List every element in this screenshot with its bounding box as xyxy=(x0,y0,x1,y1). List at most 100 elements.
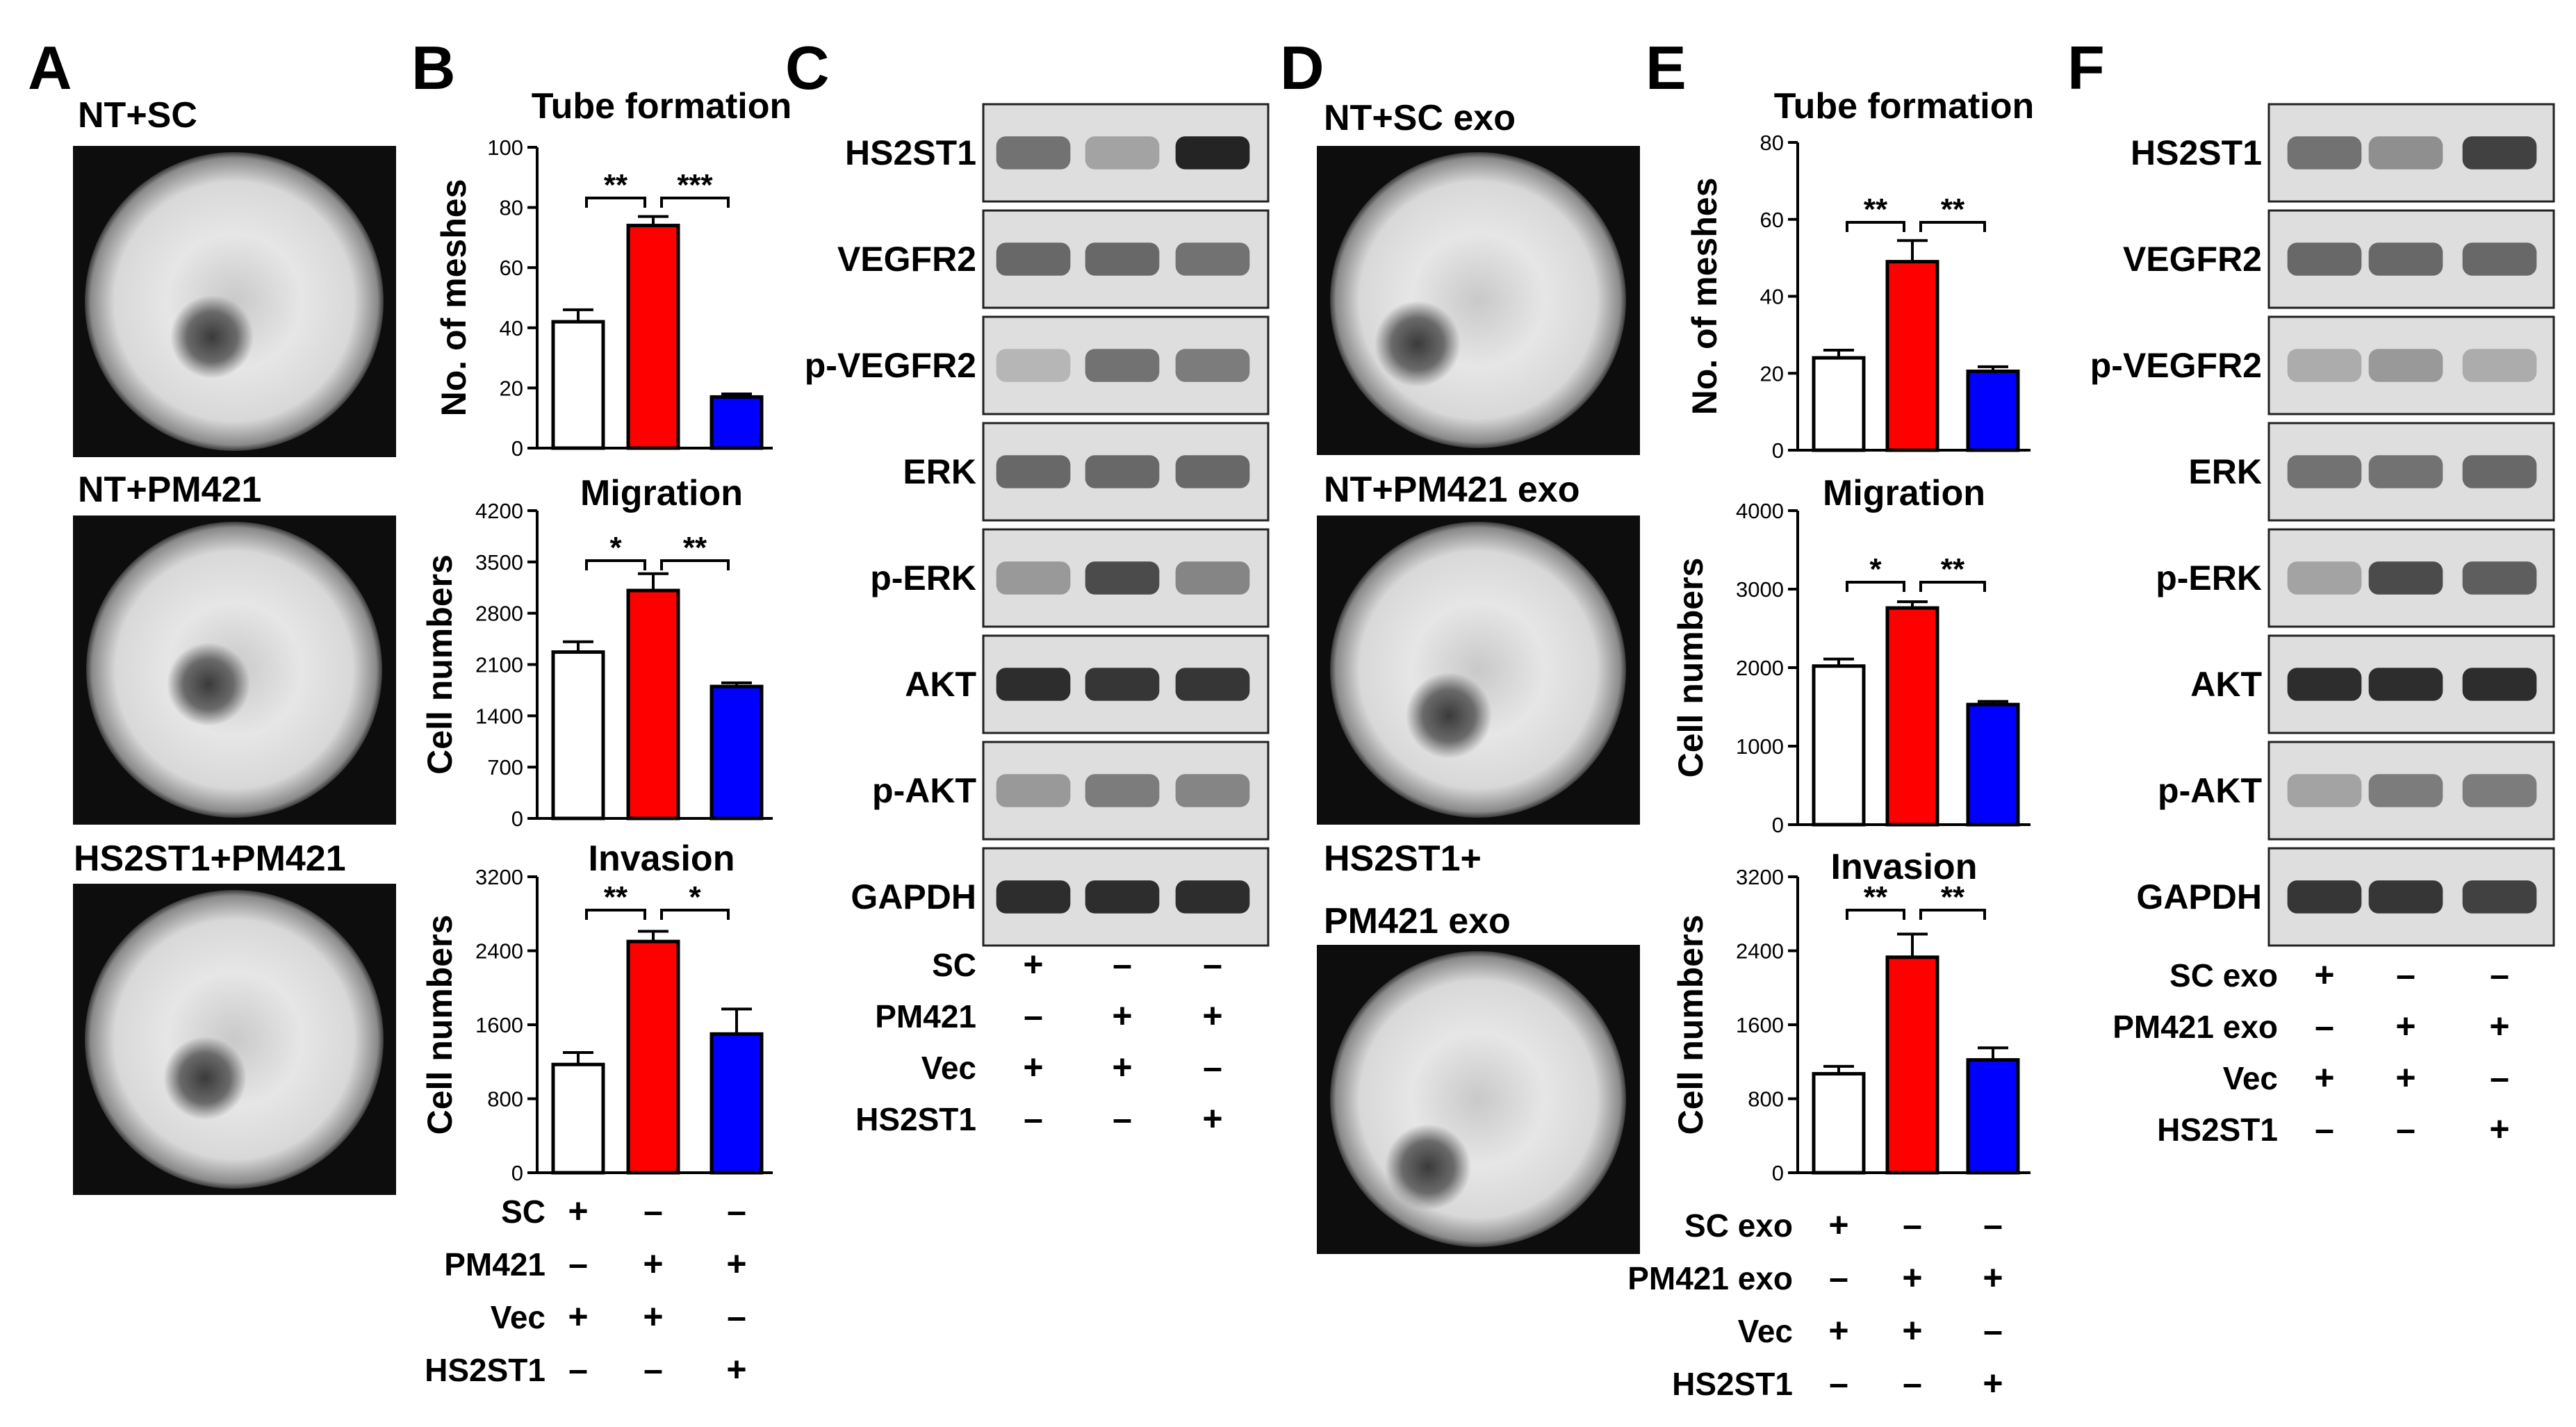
panel-label-e: E xyxy=(1646,33,1687,102)
bar xyxy=(1812,664,1866,827)
significance-bracket xyxy=(660,909,730,920)
significance-label: ** xyxy=(1941,552,1965,586)
blot-band xyxy=(2287,242,2362,276)
bar-chart: Migration Cell numbers 0 700 1400 2100 2800 350… xyxy=(420,473,773,831)
condition-sign: + xyxy=(1112,1048,1132,1087)
panel-c-conditions: SC + – – PM421 – + + Vec + + – HS2ST1 – – + xyxy=(855,945,1222,1138)
condition-sign: – xyxy=(1203,945,1222,984)
panel-e-conditions: SC exo + – –PM421 exo – + +Vec + + –HS2ST1– – + xyxy=(1627,1205,2003,1403)
condition-label: HS2ST1 xyxy=(855,1101,976,1137)
blot-band xyxy=(1085,349,1160,382)
condition-sign: + xyxy=(1828,1311,1848,1350)
blot-band xyxy=(996,668,1071,701)
image-caption: NT+SC exo xyxy=(1324,98,1516,138)
y-tick-label: 2800 xyxy=(475,602,523,626)
panel-c-blots: HS2ST1 VEGFR2 p-VEGFR2 ERK p-ERK AKT p-AKT GAPD… xyxy=(805,103,1270,947)
blot-label: p-AKT xyxy=(872,771,976,810)
bar-chart: Invasion Cell numbers 0 800 1600 2400 3200 ** ** xyxy=(1671,847,2031,1185)
condition-row: Vec + + – xyxy=(2223,1058,2509,1097)
blot-band xyxy=(1085,136,1160,170)
blot-band xyxy=(2368,349,2443,382)
condition-sign: – xyxy=(1829,1258,1848,1297)
y-tick-label: 0 xyxy=(511,436,523,461)
blot-strip: p-VEGFR2 xyxy=(2090,315,2555,415)
y-tick-label: 40 xyxy=(1760,285,1784,309)
condition-sign: + xyxy=(2489,1007,2509,1046)
condition-sign: – xyxy=(1983,1311,2003,1350)
y-tick-label: 2400 xyxy=(475,939,523,964)
tube-formation-image xyxy=(73,515,396,825)
blot-band xyxy=(2287,136,2362,170)
bar xyxy=(551,320,605,450)
condition-sign: + xyxy=(2395,1007,2415,1046)
condition-sign: + xyxy=(643,1297,663,1336)
y-axis-label: No. of meshes xyxy=(434,179,473,417)
bar xyxy=(551,650,605,820)
condition-sign: – xyxy=(1113,1099,1132,1138)
significance-bracket xyxy=(1919,909,1986,920)
blot-strip: p-ERK xyxy=(870,528,1270,628)
bar xyxy=(1812,1072,1866,1175)
panel-d: D NT+SC exo NT+PM421 exo HS2ST1+ PM421 e… xyxy=(1280,33,1640,1254)
significance-label: ** xyxy=(1864,880,1888,914)
blot-band xyxy=(2287,880,2362,914)
y-tick-label: 4000 xyxy=(1736,499,1784,523)
bar xyxy=(709,395,764,450)
blot-strip: p-VEGFR2 xyxy=(805,315,1270,415)
tube-formation-image xyxy=(1317,945,1640,1254)
blot-band xyxy=(1175,242,1250,276)
condition-row: HS2ST1– – + xyxy=(2157,1110,2509,1148)
blot-band xyxy=(2462,455,2537,488)
blot-band xyxy=(2368,455,2443,488)
y-axis-label: No. of meshes xyxy=(1685,178,1724,415)
condition-label: SC exo xyxy=(2169,957,2278,993)
condition-sign: – xyxy=(2315,1110,2334,1148)
blot-band xyxy=(2462,668,2537,701)
image-caption: PM421 exo xyxy=(1324,901,1511,941)
blot-band xyxy=(1085,242,1160,276)
condition-sign: + xyxy=(2314,955,2334,994)
condition-sign: – xyxy=(2396,955,2415,994)
y-tick-label: 20 xyxy=(1760,361,1784,386)
panel-label-d: D xyxy=(1280,33,1324,102)
blot-band xyxy=(996,242,1071,276)
condition-sign: + xyxy=(568,1191,588,1230)
blot-label: VEGFR2 xyxy=(837,240,976,279)
blot-label: ERK xyxy=(2188,452,2262,491)
y-tick-label: 100 xyxy=(487,135,523,160)
tube-formation-image xyxy=(73,884,396,1195)
blot-band xyxy=(2287,774,2362,807)
blot-band xyxy=(2368,668,2443,701)
y-tick-label: 0 xyxy=(511,807,523,831)
significance-label: * xyxy=(689,880,701,914)
condition-sign: – xyxy=(1203,1048,1222,1087)
blot-band xyxy=(2462,349,2537,382)
condition-sign: + xyxy=(1983,1258,2003,1297)
condition-row: SC + – – xyxy=(932,945,1222,984)
significance-bracket xyxy=(660,197,730,208)
bar xyxy=(551,1062,605,1175)
condition-sign: – xyxy=(1113,945,1132,984)
tube-formation-image xyxy=(1317,515,1640,825)
panel-f: F HS2ST1 VEGFR2 p-VEGFR2 ERK p-ERK AKT p-AKT GA… xyxy=(2067,33,2555,1148)
y-tick-label: 3200 xyxy=(1736,865,1784,889)
panel-label-a: A xyxy=(28,33,72,102)
bar xyxy=(1812,356,1866,452)
blot-band xyxy=(1175,668,1250,701)
condition-sign: – xyxy=(1024,1099,1043,1138)
condition-sign: – xyxy=(727,1297,746,1336)
blot-band xyxy=(2462,774,2537,807)
condition-sign: + xyxy=(643,1244,663,1283)
blot-label: p-VEGFR2 xyxy=(2090,346,2262,385)
condition-row: HS2ST1– – + xyxy=(1672,1364,2003,1403)
condition-sign: + xyxy=(1983,1364,2003,1403)
blot-strip: VEGFR2 xyxy=(837,209,1270,309)
blot-band xyxy=(996,561,1071,595)
y-tick-label: 3500 xyxy=(475,550,523,575)
y-tick-label: 800 xyxy=(1748,1087,1784,1112)
condition-row: PM421– + + xyxy=(444,1244,746,1283)
image-caption: NT+PM421 exo xyxy=(1324,470,1580,510)
blot-band xyxy=(2462,136,2537,170)
